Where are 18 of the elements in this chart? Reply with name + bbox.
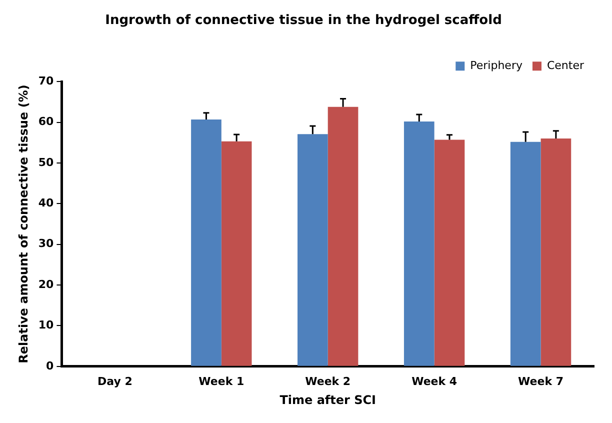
- y-tick-label: 50: [38, 156, 54, 169]
- x-tick-label: Week 1: [198, 374, 244, 388]
- y-tick-label: 0: [46, 359, 54, 372]
- chart-title: Ingrowth of connective tissue in the hydrogel scaffold: [105, 13, 502, 28]
- y-tick-label: 70: [38, 74, 54, 88]
- y-tick-label: 60: [38, 115, 54, 128]
- x-tick-label: Day 2: [98, 374, 132, 388]
- y-tick-label: 10: [38, 318, 54, 332]
- x-tick-label: Week 4: [412, 374, 458, 388]
- legend-label: Periphery: [470, 58, 523, 72]
- y-axis-title: Relative amount of connective tissue (%): [16, 84, 30, 364]
- x-tick-label: Week 2: [305, 374, 351, 388]
- x-axis-title: Time after SCI: [280, 392, 376, 407]
- legend-label: Center: [546, 58, 584, 72]
- y-tick-label: 20: [38, 278, 54, 291]
- y-tick-label: 40: [38, 196, 54, 210]
- x-tick-label: Week 7: [518, 374, 564, 388]
- y-tick-label: 30: [38, 237, 54, 250]
